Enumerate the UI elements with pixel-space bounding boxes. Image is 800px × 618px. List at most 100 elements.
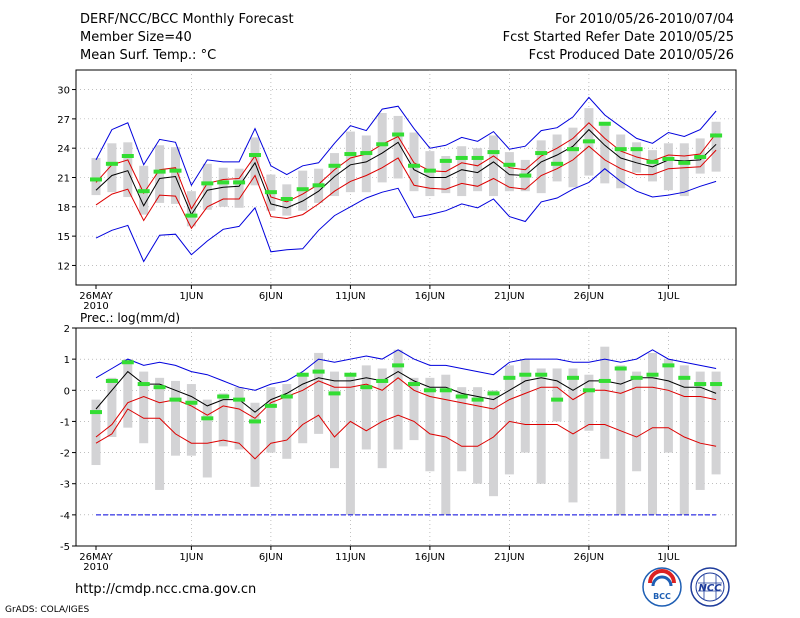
temperature-median-marker [264, 190, 277, 195]
temperature-median-marker [296, 187, 309, 192]
precipitation-box [695, 371, 705, 490]
temperature-median-marker [662, 156, 675, 161]
precipitation-box [234, 387, 244, 450]
temperature-box [361, 135, 371, 193]
precipitation-xtick-label: 21JUN [494, 552, 524, 563]
temperature-box [91, 157, 101, 196]
temperature-ytick-label: 30 [57, 86, 70, 97]
temperature-box [504, 152, 514, 192]
precipitation-median-marker [455, 394, 468, 399]
precipitation-median-marker [185, 400, 198, 405]
temperature-box [600, 122, 610, 184]
temperature-median-marker [567, 147, 579, 152]
temperature-box [441, 156, 451, 194]
temperature-box [377, 113, 387, 183]
temperature-box [425, 151, 435, 197]
precipitation-median-marker [105, 378, 118, 383]
ncc-logo: NCC [690, 567, 730, 607]
precipitation-median-marker [169, 397, 182, 402]
precipitation-box [648, 352, 657, 515]
temperature-box [457, 146, 467, 197]
precipitation-ytick-label: -3 [60, 480, 70, 491]
precipitation-box [155, 377, 165, 490]
precipitation-median-marker [360, 385, 373, 390]
temperature-median-marker [105, 161, 118, 166]
precipitation-median-marker [423, 388, 436, 393]
temperature-box [489, 135, 498, 197]
temperature-median-marker [249, 153, 261, 158]
temperature-median-marker [408, 163, 420, 168]
precipitation-box [679, 365, 689, 515]
precipitation-xtick-year: 2010 [83, 562, 108, 573]
precipitation-box [616, 365, 626, 515]
ncc-logo-text: NCC [698, 583, 722, 594]
temperature-median-marker [614, 147, 627, 152]
temperature-box [648, 150, 657, 182]
precipitation-median-marker [249, 419, 261, 424]
precipitation-ytick-label: -1 [60, 417, 70, 428]
precipitation-box [663, 359, 673, 453]
temperature-median-marker [90, 177, 102, 182]
precipitation-median-marker [439, 388, 452, 393]
precipitation-p90-line [95, 377, 717, 438]
precipitation-ytick-label: -2 [60, 449, 70, 460]
precipitation-box [282, 384, 292, 459]
precipitation-box [584, 374, 594, 431]
temperature-median-marker [694, 154, 707, 159]
precipitation-box [377, 368, 387, 469]
temperature-box [473, 148, 483, 192]
precipitation-median-marker [471, 397, 484, 402]
website-url[interactable]: http://cmdp.ncc.cma.gov.cn [75, 582, 257, 597]
temperature-median-marker [169, 168, 182, 173]
precipitation-box [536, 368, 546, 484]
precipitation-median-marker [344, 372, 357, 377]
forecast-period: For 2010/05/26-2010/07/04 [555, 12, 734, 27]
precipitation-median-marker [598, 378, 611, 383]
precipitation-box [520, 359, 530, 453]
bcc-logo-text: BCC [653, 592, 671, 601]
temperature-median-marker [121, 154, 134, 158]
temperature-p90-line [95, 145, 717, 230]
precipitation-ytick-label: -4 [60, 511, 70, 522]
temperature-box [123, 142, 133, 198]
precipitation-median-marker [296, 372, 309, 377]
temperature-median-marker [153, 169, 166, 174]
precipitation-box [186, 384, 196, 456]
precipitation-box [441, 374, 451, 515]
temperature-median-marker [598, 121, 611, 126]
precipitation-ytick-label: 2 [64, 324, 70, 335]
temperature-median-marker [312, 183, 325, 188]
precipitation-ytick-label: 1 [64, 355, 70, 366]
temperature-box [234, 168, 244, 208]
temperature-median-marker [710, 133, 723, 138]
temperature-box [171, 147, 180, 204]
precipitation-box [711, 371, 721, 475]
temperature-xtick-label: 6JUN [259, 291, 283, 302]
temperature-p10-line [95, 122, 717, 210]
precipitation-xtick-label: 26MAY [79, 552, 113, 563]
precipitation-box [489, 390, 498, 497]
temperature-xtick-label: 21JUN [494, 291, 524, 302]
precipitation-box [552, 368, 562, 422]
temperature-median-marker [630, 147, 643, 152]
temperature-box [536, 140, 546, 194]
precipitation-xtick-label: 6JUN [259, 552, 283, 563]
precipitation-box [314, 352, 324, 434]
chart-title: DERF/NCC/BCC Monthly Forecast [80, 12, 294, 27]
temperature-ytick-label: 18 [57, 203, 70, 214]
temperature-median-marker [503, 162, 516, 167]
precipitation-median-marker [90, 410, 102, 415]
temperature-mean-line [95, 128, 717, 216]
temperature-ytick-label: 15 [57, 232, 70, 243]
precipitation-ytick-label: -5 [60, 542, 70, 553]
temperature-xtick-label: 1JUL [657, 291, 680, 302]
precipitation-median-marker [408, 382, 420, 387]
temperature-median-marker [423, 168, 436, 173]
precipitation-panel-title: Prec.: log(mm/d) [80, 311, 180, 325]
precipitation-median-marker [519, 372, 532, 377]
precipitation-median-marker [376, 378, 389, 383]
precipitation-median-marker [137, 382, 150, 387]
precipitation-median-marker [567, 375, 579, 380]
precipitation-ytick-label: 0 [64, 386, 70, 397]
